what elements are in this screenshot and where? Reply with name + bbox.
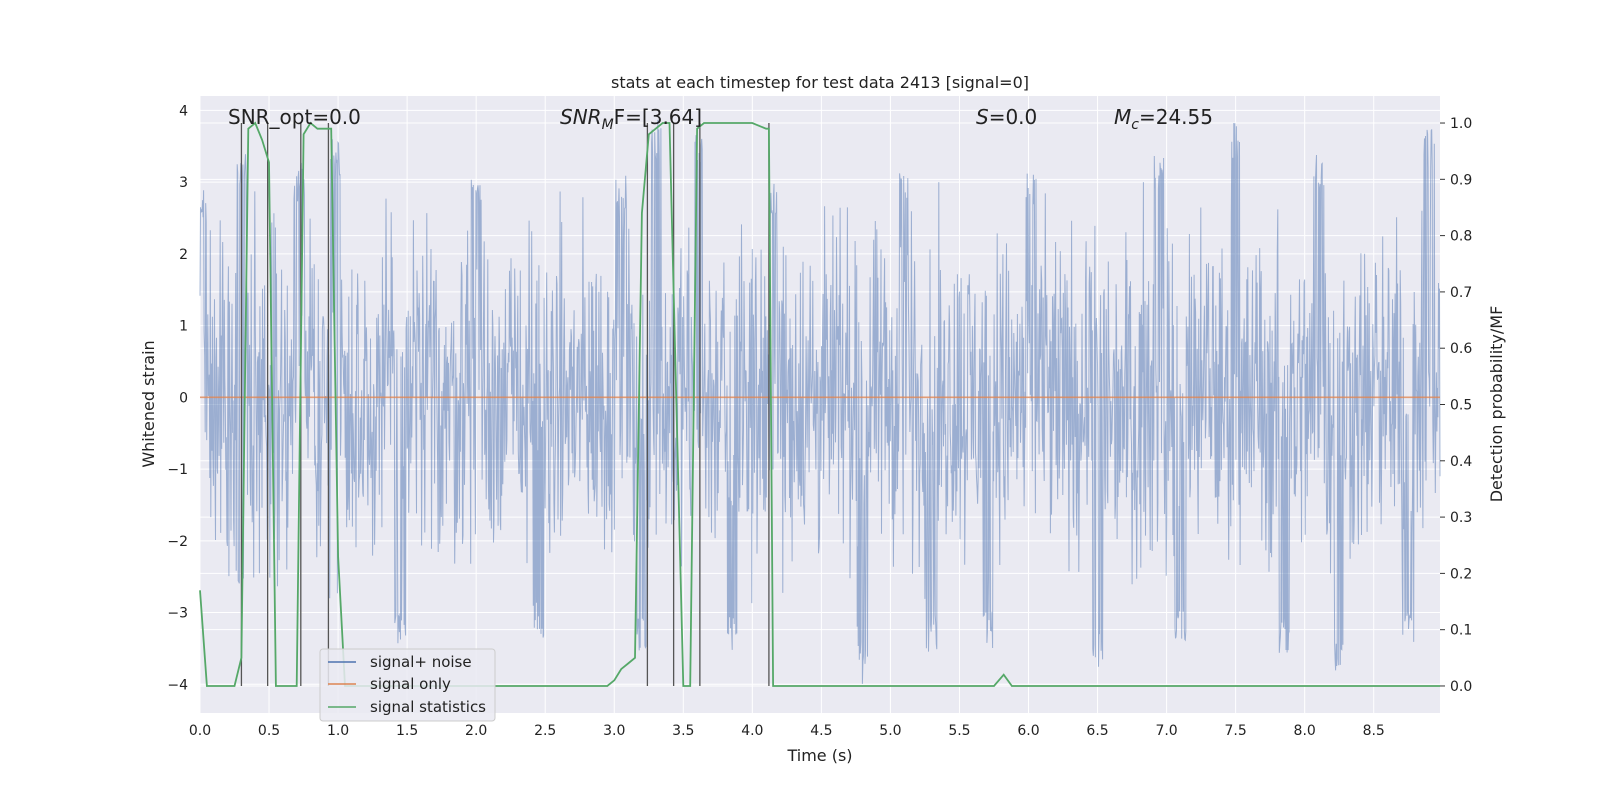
s-annotation: S=0.0 — [976, 105, 1037, 129]
x-tick-label: 0.0 — [189, 723, 211, 739]
y-tick-label: 4 — [179, 103, 188, 119]
x-tick-label: 3.5 — [672, 723, 694, 739]
snr-mf-value: F=[3.64] — [614, 105, 702, 129]
chart-title: stats at each timestep for test data 241… — [611, 73, 1029, 92]
x-tick-label: 5.5 — [948, 723, 970, 739]
y-tick-label: −3 — [167, 606, 188, 622]
signal-statistics-series — [199, 121, 1440, 687]
y-tick-label: 2 — [179, 247, 188, 263]
y2-tick-label: 0.9 — [1450, 172, 1472, 188]
y-tick-label: −4 — [167, 677, 188, 693]
x-tick-label: 0.5 — [258, 723, 280, 739]
y2-tick-label: 0.7 — [1450, 285, 1472, 301]
snr-opt-annotation: SNR_opt=0.0 — [228, 105, 361, 129]
y2-tick-label: 0.4 — [1450, 454, 1472, 470]
x-tick-label: 4.0 — [741, 723, 763, 739]
x-tick-label: 7.5 — [1225, 723, 1247, 739]
mc-value: =24.55 — [1139, 105, 1213, 129]
legend: signal+ noise signal only signal statist… — [319, 648, 496, 722]
mc-symbol: M — [1114, 105, 1131, 129]
x-tick-label: 2.5 — [534, 723, 556, 739]
y2-axis-label: Detection probability/MF — [1487, 306, 1506, 503]
y2-tick-label: 0.1 — [1450, 623, 1472, 639]
mc-subscript: c — [1131, 117, 1139, 133]
y-tick-label: −2 — [167, 534, 188, 550]
y2-tick-label: 0.5 — [1450, 398, 1472, 414]
legend-box — [319, 648, 496, 722]
y2-tick-label: 0.0 — [1450, 679, 1472, 695]
axes: 0.0 0.5 1.0 1.5 2.0 2.5 3.0 3.5 4.0 4.5 5.0 5.5 6.0 6… — [167, 103, 1472, 739]
signal-noise-series — [199, 119, 1441, 684]
legend-label-signal-only: signal only — [370, 675, 451, 693]
s-symbol: S — [976, 105, 989, 129]
signal-statistics-line — [199, 121, 1440, 687]
legend-label-signal-statistics: signal statistics — [370, 698, 486, 716]
y2-tick-label: 0.8 — [1450, 229, 1472, 245]
y2-tick-label: 0.6 — [1450, 341, 1472, 357]
y2-tick-label: 0.3 — [1450, 510, 1472, 526]
x-tick-label: 3.0 — [603, 723, 625, 739]
x-axis-label: Time (s) — [786, 746, 852, 765]
vertical-marker-lines — [240, 123, 770, 686]
y-axis-label: Whitened strain — [139, 340, 158, 467]
snr-mf-symbol: SNR — [560, 105, 602, 129]
x-tick-label: 5.0 — [879, 723, 901, 739]
signal-noise-line — [199, 119, 1441, 684]
x-tick-label: 7.0 — [1155, 723, 1177, 739]
x-tick-label: 1.0 — [327, 723, 349, 739]
y-tick-label: 1 — [179, 319, 188, 335]
mc-annotation: Mc=24.55 — [1114, 105, 1213, 133]
y-tick-label: −1 — [167, 462, 188, 478]
snr-mf-subscript: M — [602, 117, 614, 133]
s-value: =0.0 — [989, 105, 1038, 129]
x-tick-label: 1.5 — [396, 723, 418, 739]
x-tick-label: 8.0 — [1294, 723, 1316, 739]
y-tick-label: 3 — [179, 175, 188, 191]
y2-tick-label: 0.2 — [1450, 566, 1472, 582]
x-tick-label: 6.5 — [1086, 723, 1108, 739]
y-tick-label: 0 — [179, 390, 188, 406]
snr-mf-annotation: SNRMF=[3.64] — [560, 105, 702, 133]
legend-label-signal-noise: signal+ noise — [370, 653, 472, 671]
x-tick-label: 4.5 — [810, 723, 832, 739]
x-tick-label: 6.0 — [1017, 723, 1039, 739]
x-tick-label: 2.0 — [465, 723, 487, 739]
y2-tick-label: 1.0 — [1450, 116, 1472, 132]
x-tick-label: 8.5 — [1363, 723, 1385, 739]
